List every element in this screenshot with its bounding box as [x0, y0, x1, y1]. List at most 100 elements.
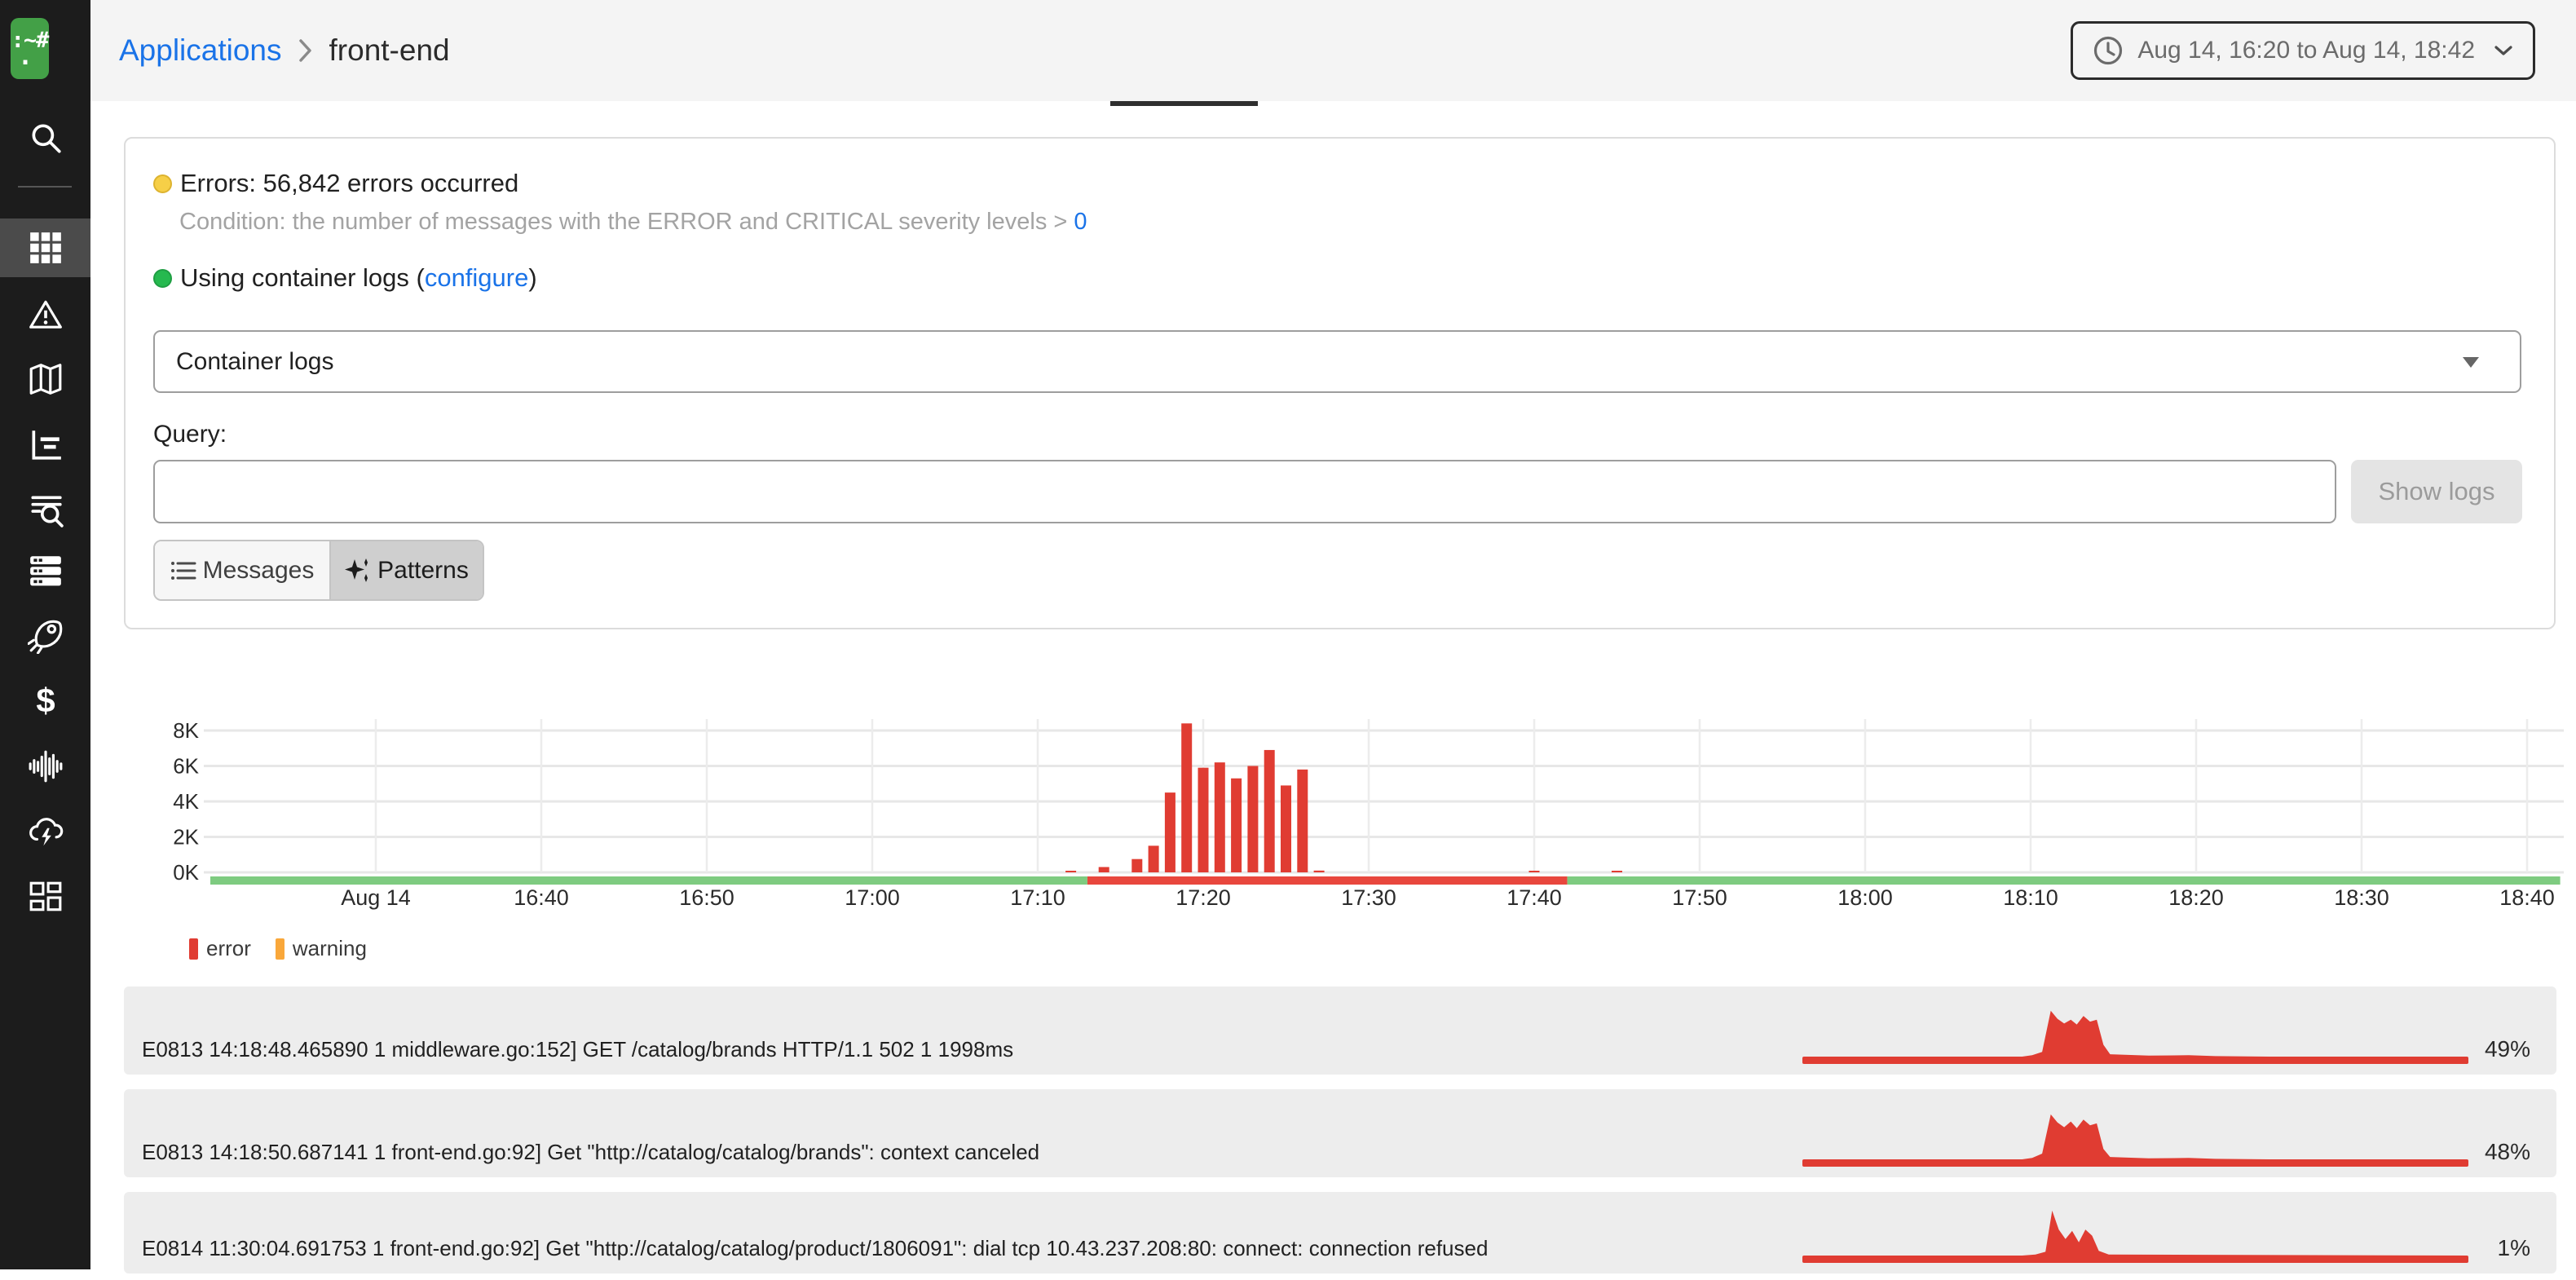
legend-item-warning[interactable]: warning — [275, 936, 367, 961]
source-suffix: ) — [528, 263, 537, 292]
legend-swatch-icon — [275, 938, 285, 960]
logs-audit-card: Errors: 56,842 errors occurred Condition… — [124, 137, 2556, 629]
pattern-sparkline — [1802, 1004, 2468, 1068]
svg-text:17:30: 17:30 — [1341, 885, 1396, 910]
pattern-sparkline — [1802, 1107, 2468, 1171]
condition-threshold-link[interactable]: 0 — [1074, 209, 1087, 235]
log-source-select-value: Container logs — [176, 347, 334, 375]
svg-text:17:50: 17:50 — [1672, 885, 1727, 910]
log-pattern-row[interactable]: E0813 14:18:50.687141 1 front-end.go:92]… — [124, 1089, 2556, 1177]
log-pattern-row[interactable]: E0813 14:18:48.465890 1 middleware.go:15… — [124, 986, 2556, 1075]
list-icon — [170, 559, 196, 582]
time-range-label: Aug 14, 16:20 to Aug 14, 18:42 — [2137, 37, 2475, 64]
incidents-icon — [28, 296, 64, 332]
sidebar-item-deployments[interactable] — [0, 609, 90, 663]
legend-label: error — [206, 936, 251, 960]
header: Applications front-end Aug 14, 16:20 to … — [90, 0, 2576, 101]
time-range-picker[interactable]: Aug 14, 16:20 to Aug 14, 18:42 — [2071, 21, 2535, 80]
svg-text:18:00: 18:00 — [1837, 885, 1893, 910]
legend-label: warning — [292, 936, 367, 960]
log-volume-chart-svg: 0K 2K 4K 6K 8K Aug 14 16:40 16:50 17:00 17:10 17:2… — [173, 718, 2564, 910]
condition-text: Condition: the number of messages with t… — [179, 209, 1087, 236]
svg-text:16:40: 16:40 — [514, 885, 569, 910]
svg-text:0K: 0K — [173, 860, 199, 885]
sidebar-item-costs[interactable]: $ — [0, 674, 90, 728]
risks-icon — [28, 814, 64, 850]
log-source-select[interactable]: Container logs — [153, 330, 2521, 393]
view-toggle-group: Messages Patterns — [153, 540, 484, 601]
sidebar-item-dashboards[interactable] — [0, 870, 90, 924]
svg-text:4K: 4K — [173, 789, 199, 814]
breadcrumb-applications-link[interactable]: Applications — [119, 33, 282, 67]
svg-text:$: $ — [36, 683, 55, 719]
pattern-message: E0813 14:18:48.465890 1 middleware.go:15… — [142, 1037, 1014, 1062]
sidebar-item-applications[interactable] — [0, 218, 90, 277]
sidebar-item-traces[interactable] — [0, 417, 90, 471]
configure-link[interactable]: configure — [424, 263, 529, 292]
anomalies-icon — [28, 748, 64, 784]
sidebar-item-incidents[interactable] — [0, 287, 90, 341]
query-label: Query: — [153, 421, 227, 448]
svg-text:18:40: 18:40 — [2499, 885, 2555, 910]
source-prefix: Using container logs ( — [180, 263, 425, 292]
costs-icon: $ — [28, 683, 64, 719]
show-logs-button[interactable]: Show logs — [2351, 460, 2522, 523]
sidebar-item-nodes[interactable] — [0, 544, 90, 598]
svg-text:6K: 6K — [173, 754, 199, 779]
nodes-icon — [28, 553, 64, 589]
select-caret-icon — [2463, 357, 2479, 368]
svg-text:18:20: 18:20 — [2168, 885, 2224, 910]
chevron-down-icon — [2494, 45, 2513, 56]
tab-messages-label: Messages — [202, 556, 315, 584]
tab-patterns[interactable]: Patterns — [329, 541, 483, 599]
svg-text:8K: 8K — [173, 718, 199, 743]
applications-icon — [28, 230, 64, 266]
sparkles-icon — [345, 557, 371, 585]
log-volume-chart: 0K 2K 4K 6K 8K Aug 14 16:40 16:50 17:00 17:10 17:2… — [122, 700, 2576, 918]
coroot-logo[interactable]: :~# . — [11, 18, 49, 79]
condition-prefix: Condition: the number of messages with t… — [179, 209, 1074, 235]
active-tab-underline — [1110, 101, 1258, 106]
pattern-percent: 48% — [2484, 1139, 2530, 1164]
sidebar-item-anomalies[interactable] — [0, 739, 90, 793]
pattern-percent: 49% — [2484, 1036, 2530, 1062]
pattern-percent: 1% — [2497, 1235, 2530, 1260]
pattern-message: E0814 11:30:04.691753 1 front-end.go:92]… — [142, 1236, 1489, 1260]
chevron-right-icon — [298, 38, 313, 63]
svg-text:17:10: 17:10 — [1010, 885, 1065, 910]
tab-patterns-label: Patterns — [377, 556, 469, 584]
pattern-sparkline — [1802, 1203, 2468, 1267]
legend-swatch-icon — [189, 938, 198, 960]
sidebar-item-search[interactable] — [0, 112, 90, 166]
tab-messages[interactable]: Messages — [155, 541, 329, 599]
errors-summary-row: Errors: 56,842 errors occurred — [153, 169, 518, 198]
dashboards-icon — [28, 879, 64, 915]
sidebar-item-logs[interactable] — [0, 483, 90, 536]
errors-summary-text: Errors: 56,842 errors occurred — [180, 169, 519, 197]
warning-status-dot-icon — [153, 174, 172, 193]
source-status-text: Using container logs (configure) — [180, 263, 537, 293]
svg-text:17:40: 17:40 — [1506, 885, 1562, 910]
search-icon — [28, 121, 64, 157]
traces-icon — [28, 426, 64, 462]
svg-text:18:30: 18:30 — [2334, 885, 2389, 910]
svg-text:17:00: 17:00 — [845, 885, 900, 910]
clock-icon — [2093, 35, 2124, 66]
service-map-icon — [28, 361, 64, 397]
svg-text:2K: 2K — [173, 825, 199, 850]
legend-item-error[interactable]: error — [189, 936, 251, 961]
query-input[interactable] — [153, 460, 2336, 523]
log-source-row: Using container logs (configure) — [153, 263, 537, 293]
chart-legend: error warning — [189, 936, 367, 961]
deployments-icon — [27, 618, 64, 654]
logo-cursor: . — [18, 42, 33, 71]
svg-text:Aug 14: Aug 14 — [341, 885, 411, 910]
breadcrumb: Applications front-end — [119, 0, 450, 101]
ok-status-dot-icon — [153, 268, 172, 288]
sidebar-item-service-map[interactable] — [0, 352, 90, 406]
sidebar-divider — [18, 186, 72, 188]
sidebar-item-risks[interactable] — [0, 805, 90, 858]
log-pattern-row[interactable]: E0814 11:30:04.691753 1 front-end.go:92]… — [124, 1192, 2556, 1273]
breadcrumb-current-page: front-end — [329, 33, 450, 67]
